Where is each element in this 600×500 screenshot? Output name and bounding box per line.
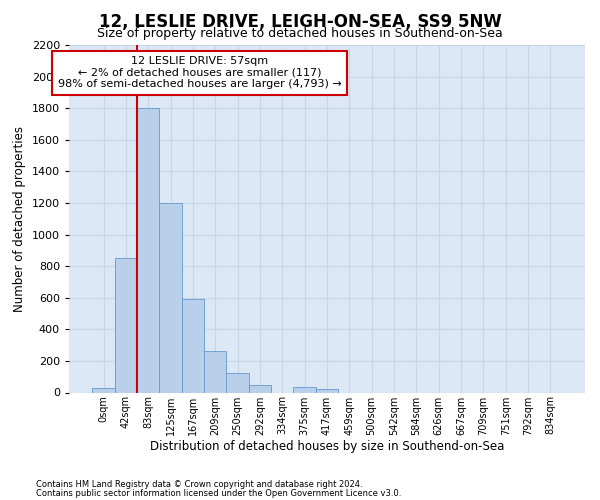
Text: Size of property relative to detached houses in Southend-on-Sea: Size of property relative to detached ho… bbox=[97, 28, 503, 40]
Text: Contains HM Land Registry data © Crown copyright and database right 2024.: Contains HM Land Registry data © Crown c… bbox=[36, 480, 362, 489]
Text: Contains public sector information licensed under the Open Government Licence v3: Contains public sector information licen… bbox=[36, 488, 401, 498]
Bar bbox=[182, 300, 204, 392]
Bar bbox=[92, 388, 115, 392]
Bar bbox=[137, 108, 160, 393]
Bar bbox=[226, 373, 249, 392]
Bar bbox=[249, 384, 271, 392]
Bar bbox=[115, 258, 137, 392]
Text: 12 LESLIE DRIVE: 57sqm
← 2% of detached houses are smaller (117)
98% of semi-det: 12 LESLIE DRIVE: 57sqm ← 2% of detached … bbox=[58, 56, 341, 90]
Bar bbox=[316, 390, 338, 392]
Bar bbox=[204, 352, 226, 393]
Bar bbox=[293, 387, 316, 392]
Text: 12, LESLIE DRIVE, LEIGH-ON-SEA, SS9 5NW: 12, LESLIE DRIVE, LEIGH-ON-SEA, SS9 5NW bbox=[98, 12, 502, 30]
Bar bbox=[160, 203, 182, 392]
X-axis label: Distribution of detached houses by size in Southend-on-Sea: Distribution of detached houses by size … bbox=[150, 440, 504, 453]
Y-axis label: Number of detached properties: Number of detached properties bbox=[13, 126, 26, 312]
